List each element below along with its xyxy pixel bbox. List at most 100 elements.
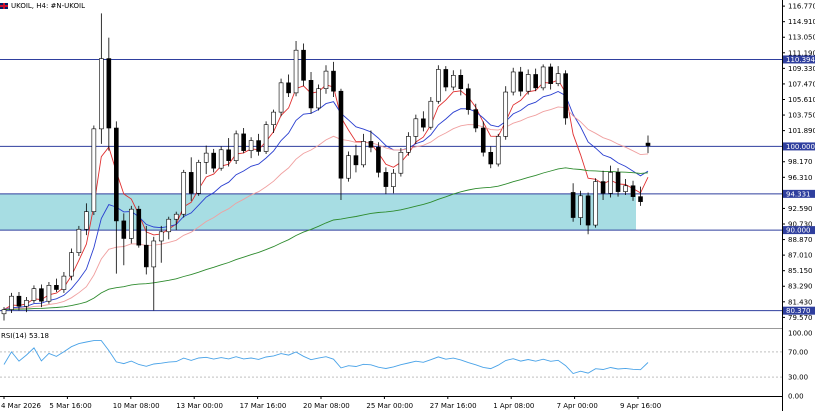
bear-candle [638,196,643,202]
time-tick-label: 20 Mar 08:00 [303,402,350,410]
price-tick-label: 79.570 [788,314,813,322]
level-label-bg [783,55,815,64]
support-zone [0,193,636,231]
bear-candle [570,192,576,218]
bull-candle [593,181,598,226]
bull-candle [1,309,7,315]
price-tick-label: 90.730 [788,220,813,228]
price-tick-label: 101.890 [788,127,815,135]
bull-candle [540,66,546,89]
bear-candle [16,295,22,307]
bear-candle [226,149,231,161]
price-tick-label: 103.750 [788,112,815,120]
bear-candle [630,185,636,197]
bear-candle [600,181,606,194]
bear-candle [121,220,127,239]
bear-candle [615,172,621,192]
bull-candle [413,118,419,137]
bull-candle [316,88,321,109]
time-tick-label: 5 Mar 16:00 [49,402,91,410]
bear-candle [143,244,149,268]
level-label-bg [783,142,815,151]
bear-candle [421,118,426,128]
bull-candle [203,152,209,163]
bull-candle [361,141,366,166]
bull-candle [233,133,239,161]
bull-candle [278,82,284,113]
bull-candle [9,295,14,310]
price-tick-label: 109.330 [788,65,815,73]
bear-candle [458,75,464,89]
bear-candle [188,172,194,194]
bull-candle [323,70,329,89]
bull-candle [173,213,179,220]
time-tick-label: 9 Apr 16:00 [620,402,661,410]
bear-candle [585,195,591,226]
bear-candle [533,74,538,89]
bull-candle [495,136,501,165]
bull-candle [391,172,396,187]
bull-candle [623,185,628,192]
bull-candle [406,136,411,153]
bear-candle [241,133,246,151]
price-tick-label: 83.290 [788,283,813,291]
price-tick-label: 111.190 [788,49,815,57]
bear-candle [563,73,568,119]
price-axis: 116.770 114.910 113.050 111.190 109.330 107.4… [782,3,815,322]
time-tick-label: 10 Mar 08:00 [113,402,160,410]
bull-candle [69,252,74,277]
bull-candle [271,111,276,125]
time-tick-label: 13 Mar 00:00 [176,402,223,410]
bull-candle [61,275,67,290]
bull-candle [578,195,583,218]
bull-candle [346,155,351,179]
price-tick-label: 81.430 [788,298,813,306]
bull-candle [196,162,201,194]
price-tick-label: 96.310 [788,174,813,182]
price-tick-label: 88.870 [788,236,813,244]
price-tick-label: 113.050 [788,34,815,42]
time-tick-label: 27 Mar 16:00 [430,402,477,410]
price-tick-label: 114.910 [788,18,815,26]
bear-candle [473,109,479,129]
time-tick-label: 4 Mar 2026 [1,402,41,410]
bull-candle [428,100,434,128]
candles [1,13,651,321]
bear-candle [383,172,389,187]
bear-candle [301,49,306,81]
bear-candle [465,88,471,110]
bull-candle [99,58,104,130]
price-tick-label: 116.770 [788,3,815,11]
bull-candle [151,240,157,268]
bear-candle [376,146,381,173]
bull-candle [46,285,52,302]
bull-candle [263,124,269,152]
time-tick-label: 7 Apr 00:00 [557,402,598,410]
bear-candle [308,80,314,109]
bear-candle [368,141,374,148]
support-zone-rect [0,193,636,231]
rsi-tick-label: 30.00 [788,374,808,382]
uk-flag-icon [0,3,8,9]
time-axis: 4 Mar 2026 5 Mar 16:00 10 Mar 08:00 13 Mar … [1,396,661,410]
bull-candle [451,75,456,88]
bear-candle [211,152,216,169]
bear-candle [488,151,494,165]
bear-candle [331,70,336,92]
bull-candle [555,73,561,84]
rsi-tick-label: 70.00 [788,348,808,356]
bull-candle [293,49,299,94]
bull-candle [181,172,187,215]
chart-header: UKOIL, H4: #N-UKOIL [0,0,85,12]
bull-candle [398,151,404,174]
level-label: 90.000 [786,227,811,235]
bull-candle [503,91,509,137]
time-tick-label: 1 Apr 08:00 [493,402,534,410]
bear-candle [286,82,291,94]
rsi-line [3,340,649,375]
bear-candle [353,155,359,166]
price-tick-label: 87.010 [788,252,813,260]
rsi-tick-label: 0.00 [788,393,804,401]
time-tick-label: 17 Mar 16:00 [240,402,287,410]
